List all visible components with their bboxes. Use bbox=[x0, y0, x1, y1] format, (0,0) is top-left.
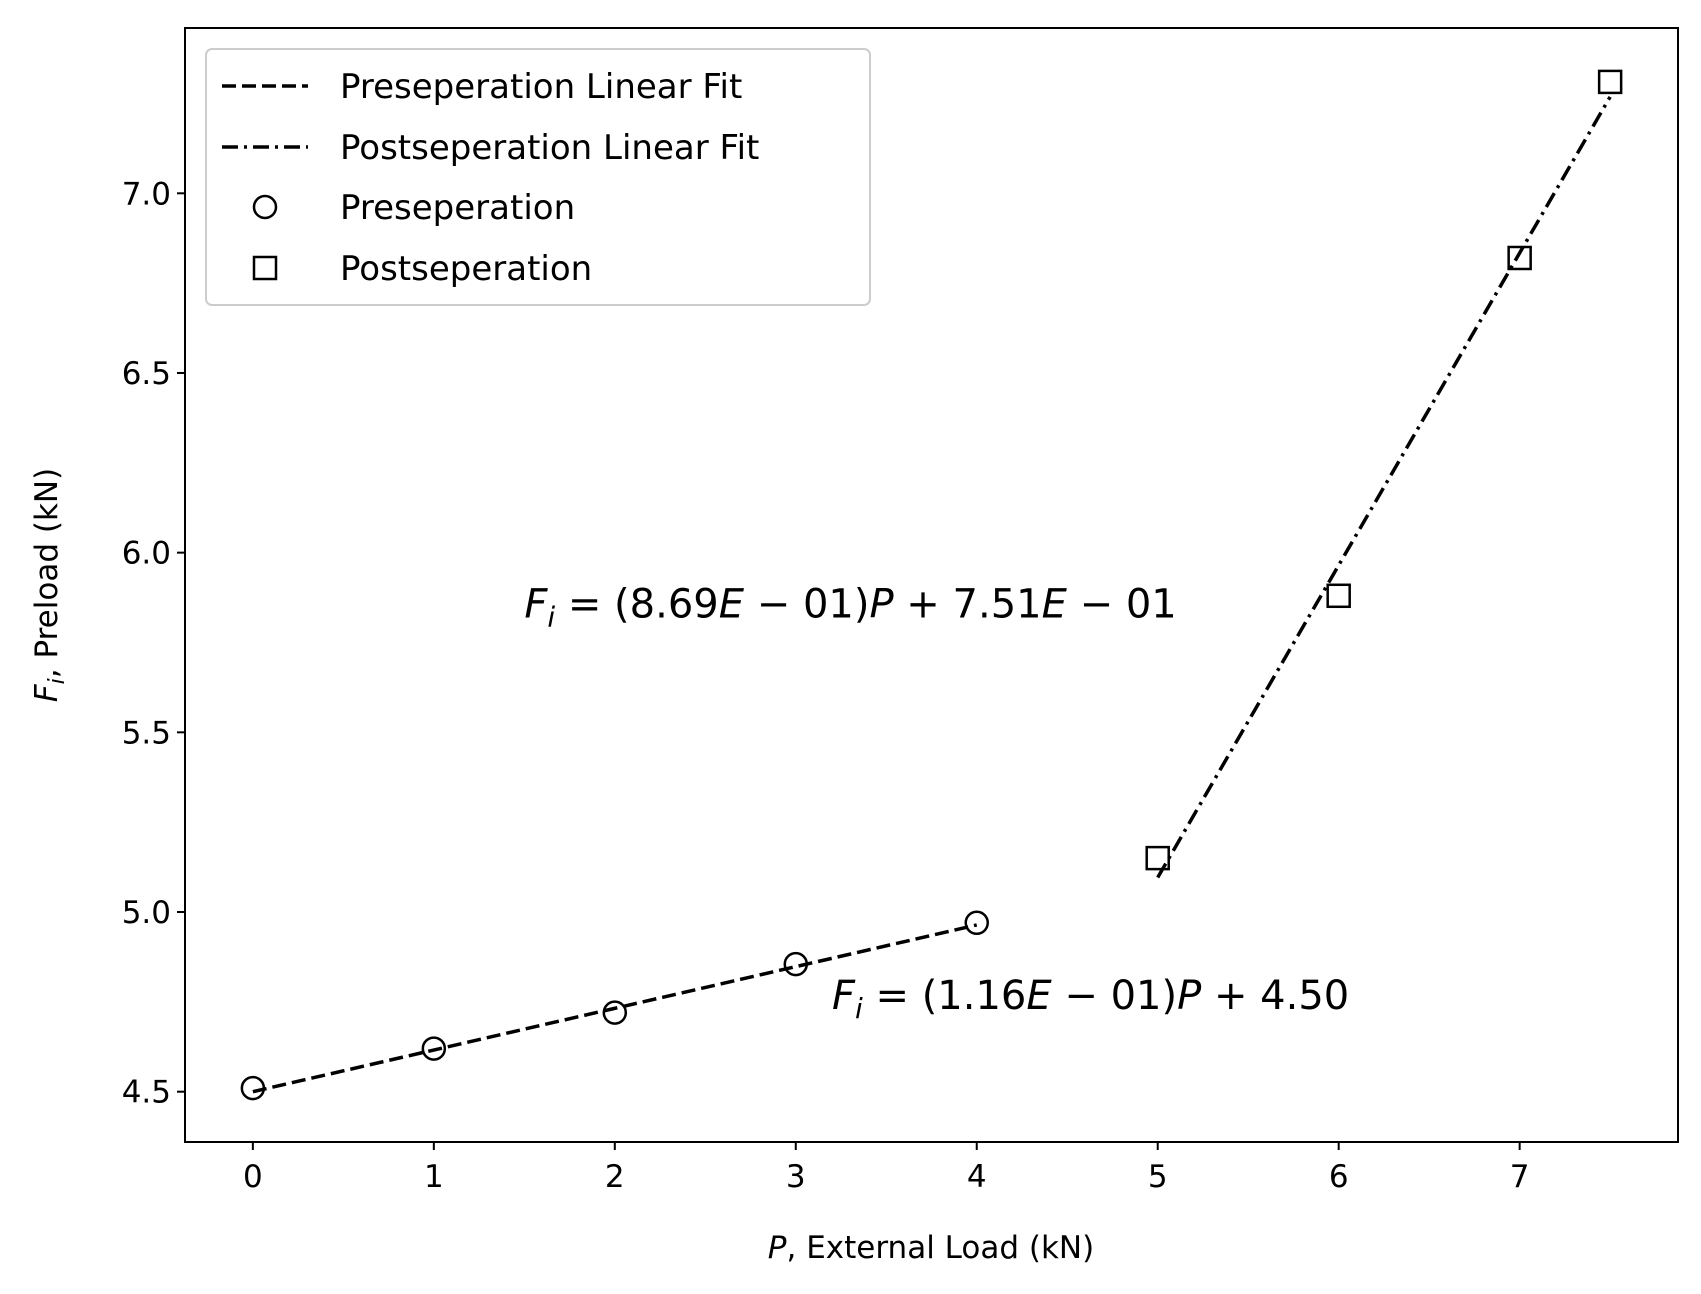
x-tick-label: 5 bbox=[1148, 1159, 1168, 1195]
x-tick-label: 2 bbox=[605, 1159, 625, 1195]
y-axis-label: Fi, Preload (kN) bbox=[29, 468, 70, 702]
data-point-circle bbox=[421, 1036, 447, 1061]
y-tick-label: 4.5 bbox=[122, 1075, 171, 1111]
legend-label: Postseperation bbox=[340, 249, 592, 289]
fit-equation: Fi = (1.16E − 01)P + 4.50 bbox=[832, 973, 1349, 1025]
data-point-square bbox=[1507, 245, 1532, 271]
plot-area bbox=[240, 69, 1623, 1101]
data-point-circle bbox=[964, 910, 989, 936]
legend-label: Preseperation bbox=[340, 188, 575, 228]
x-tick-label: 7 bbox=[1510, 1159, 1530, 1195]
fit-line-dashdot bbox=[1156, 95, 1612, 879]
x-tick-label: 0 bbox=[243, 1159, 263, 1195]
y-tick-label: 7.0 bbox=[122, 176, 171, 212]
data-point-square bbox=[1597, 69, 1623, 95]
fit-line-dashed bbox=[252, 923, 978, 1094]
y-tick-label: 6.0 bbox=[122, 536, 171, 572]
data-point-square bbox=[1145, 845, 1170, 871]
data-point-square bbox=[1326, 583, 1351, 609]
legend: Preseperation Linear Fit Postseperation L… bbox=[205, 48, 871, 306]
legend-swatch-square bbox=[252, 255, 278, 281]
x-tick-label: 1 bbox=[424, 1159, 444, 1195]
y-tick-label: 5.5 bbox=[122, 715, 171, 751]
legend-swatch-circle bbox=[252, 194, 278, 220]
x-axis-label: P, External Load (kN) bbox=[768, 1230, 1094, 1266]
data-point-circle bbox=[602, 1000, 628, 1025]
fit-equation: Fi = (8.69E − 01)P + 7.51E − 01 bbox=[524, 581, 1176, 633]
legend-label: Preseperation Linear Fit bbox=[340, 67, 742, 107]
legend-box bbox=[205, 48, 871, 306]
x-tick-label: 3 bbox=[786, 1159, 806, 1195]
x-tick-label: 4 bbox=[967, 1159, 987, 1195]
data-point-circle bbox=[783, 951, 809, 977]
y-tick-label: 5.0 bbox=[122, 895, 171, 931]
x-tick-label: 6 bbox=[1329, 1159, 1349, 1195]
fit-equations: Fi = (8.69E − 01)P + 7.51E − 01 Fi = (1.1… bbox=[524, 581, 1349, 1025]
data-point-circle bbox=[240, 1075, 266, 1101]
plot-frame bbox=[184, 27, 1679, 1143]
y-tick-label: 6.5 bbox=[122, 356, 171, 392]
axis-ticks: 0 1 2 3 4 5 6 7 4.5 5.0 5.5 6.0 6.5 7.0 bbox=[122, 176, 1530, 1195]
legend-label: Postseperation Linear Fit bbox=[340, 128, 759, 168]
